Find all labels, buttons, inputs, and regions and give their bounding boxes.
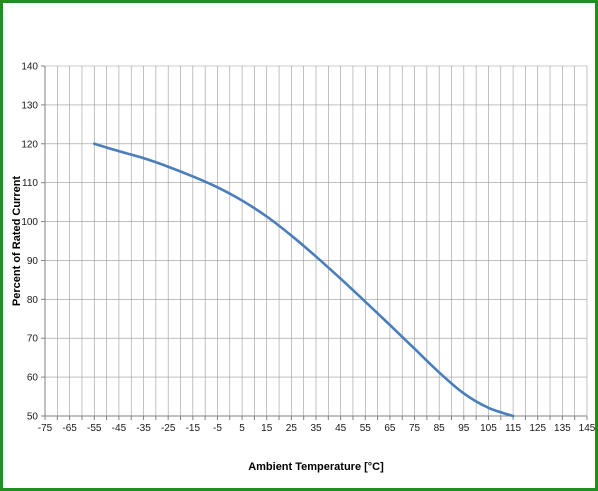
y-tick-label: 120 — [21, 139, 38, 150]
x-tick-label: -75 — [38, 423, 53, 434]
y-tick-label: 60 — [27, 373, 39, 384]
y-tick-label: 80 — [27, 295, 39, 306]
x-tick-label: 75 — [409, 423, 421, 434]
x-tick-label: -15 — [186, 423, 201, 434]
x-tick-label: 125 — [529, 423, 546, 434]
x-tick-label: 115 — [505, 423, 521, 434]
y-tick-label: 90 — [27, 256, 39, 267]
x-tick-label: 5 — [239, 423, 245, 434]
x-tick-label: 145 — [579, 423, 596, 434]
x-tick-label: 85 — [434, 423, 446, 434]
x-tick-label: 95 — [458, 423, 470, 434]
x-axis-title: Ambient Temperature [°C] — [248, 461, 384, 473]
x-tick-label: 135 — [554, 423, 571, 434]
y-tick-label: 140 — [21, 62, 38, 73]
y-tick-label: 130 — [21, 100, 38, 111]
y-axis-title: Percent of Rated Current — [11, 176, 23, 307]
x-tick-label: -5 — [213, 423, 222, 434]
axes — [41, 65, 588, 420]
x-tick-label: -55 — [87, 423, 102, 434]
y-tick-label: 70 — [27, 334, 39, 345]
y-tick-label: 50 — [27, 412, 39, 423]
derating-curve — [92, 142, 515, 418]
x-tick-label: 25 — [286, 423, 298, 434]
x-tick-label: -45 — [112, 423, 127, 434]
grid — [44, 65, 588, 417]
x-tick-label: 35 — [310, 423, 322, 434]
series-lines — [92, 142, 515, 418]
x-tick-label: 55 — [360, 423, 372, 434]
x-tick-label: -25 — [161, 423, 176, 434]
x-tick-label: 15 — [261, 423, 273, 434]
x-tick-label: -65 — [62, 423, 77, 434]
y-tick-label: 100 — [21, 217, 38, 228]
x-tick-label: -35 — [136, 423, 151, 434]
x-tick-label: 45 — [335, 423, 347, 434]
y-tick-label: 110 — [22, 178, 38, 189]
x-tick-label: 65 — [384, 423, 396, 434]
x-tick-label: 105 — [480, 423, 497, 434]
